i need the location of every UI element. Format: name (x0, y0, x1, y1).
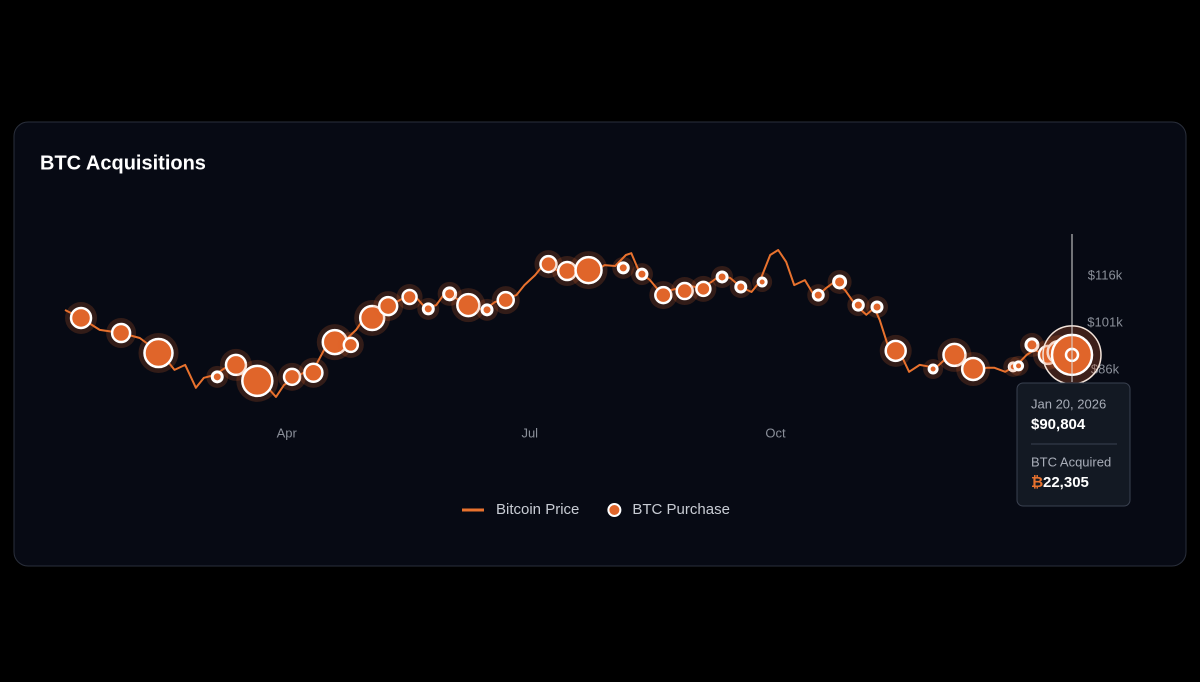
x-tick-label: Oct (765, 425, 786, 440)
bubble (143, 337, 174, 369)
tooltip-price: $90,804 (1031, 416, 1086, 433)
bubble (832, 274, 848, 290)
tooltip-date: Jan 20, 2026 (1031, 396, 1106, 411)
y-tick-label: $86k (1091, 361, 1120, 376)
x-tick-label: Apr (277, 425, 298, 440)
bubble (851, 298, 865, 312)
bubble (1024, 337, 1040, 353)
tooltip: Jan 20, 2026 $90,804 BTC Acquired ₿ 22,3… (1016, 382, 1131, 507)
bubble (342, 336, 360, 354)
bubble (616, 261, 630, 275)
x-tick-label: Jul (521, 425, 538, 440)
bubble (960, 356, 986, 382)
legend-swatch (607, 503, 622, 517)
bubble (870, 300, 884, 314)
bubble (942, 342, 967, 368)
bubble (224, 353, 248, 377)
bubble (377, 295, 399, 317)
bubble (734, 280, 748, 294)
plot: $86k $101k $116k Apr Jul Oct (64, 249, 1123, 440)
bubble (811, 288, 825, 302)
bubble (695, 280, 712, 298)
legend-label: Bitcoin Price (496, 501, 579, 518)
bubble (675, 281, 694, 301)
chart-title: BTC Acquisitions (40, 152, 206, 174)
bubble (442, 286, 458, 302)
bubble (358, 304, 386, 332)
bubble (654, 285, 673, 305)
legend-label: BTC Purchase (632, 501, 730, 518)
tooltip-label: BTC Acquired (1031, 454, 1111, 469)
tooltip-unit: ₿ (1031, 474, 1043, 491)
bubble (496, 290, 515, 310)
bubble (421, 302, 435, 316)
bubble (635, 267, 649, 281)
bubble (401, 288, 418, 306)
bubble (456, 292, 481, 318)
bubble (282, 367, 302, 387)
bubble (241, 364, 274, 398)
y-tick-label: $101k (1087, 314, 1123, 329)
bubble (480, 303, 494, 317)
legend: Bitcoin Price BTC Purchase (462, 501, 730, 518)
bubble (210, 370, 224, 384)
bubble (69, 306, 93, 330)
bubble (1013, 360, 1025, 372)
bubble (927, 363, 939, 375)
tooltip-amount: 22,305 (1043, 474, 1089, 491)
bubble (715, 270, 729, 284)
card (13, 121, 1187, 567)
bubble (884, 339, 907, 363)
y-tick-label: $116k (1088, 267, 1123, 282)
bubble (303, 362, 324, 384)
bubble (756, 276, 768, 288)
bubble (574, 255, 603, 285)
bubble (539, 254, 558, 274)
bubble (110, 322, 132, 344)
